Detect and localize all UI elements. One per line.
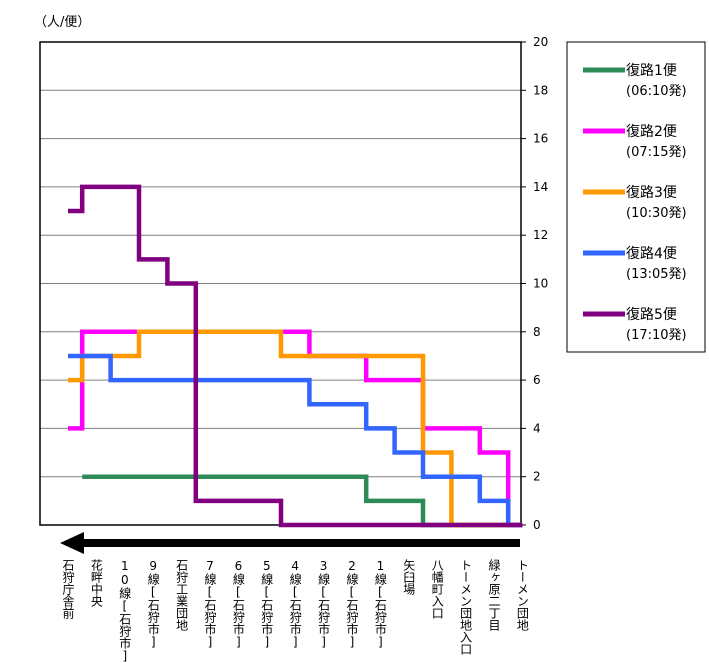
x-tick-label: トーメン団地 [515, 559, 530, 631]
legend-series-time: (17:10発) [626, 328, 687, 343]
x-tick-label: 八幡町入口 [430, 559, 445, 619]
x-tick-label: 5線[石狩市] [259, 559, 274, 649]
x-tick-label: 9線[石狩市] [146, 559, 161, 649]
legend-series-name: 復路2便 [626, 123, 677, 140]
legend-series-name: 復路1便 [626, 62, 677, 79]
x-tick-label: 1線[石狩市] [373, 559, 388, 649]
gridlines [40, 89, 521, 478]
y-axis-ticks: 0 2 4 6 8 10 12 14 16 18 20 [521, 35, 548, 532]
y-tick-label: 2 [533, 470, 541, 484]
series-line [68, 353, 523, 528]
y-tick-label: 4 [533, 421, 541, 435]
legend-series-time: (13:05発) [626, 267, 687, 282]
series-lines [68, 184, 523, 528]
x-tick-label: 4線[石狩市] [288, 559, 303, 649]
x-tick-label: 3線[石狩市] [316, 559, 331, 649]
y-tick-label: 12 [533, 228, 548, 242]
y-tick-label: 0 [533, 518, 541, 532]
y-tick-label: 10 [533, 277, 548, 291]
x-tick-label: 石狩庁舎前 [61, 559, 75, 619]
legend-series-time: (10:30発) [626, 206, 687, 221]
x-tick-label: トーメン団地入口 [458, 559, 473, 655]
x-tick-label: 7線[石狩市] [203, 559, 217, 649]
legend-series-name: 復路4便 [626, 245, 677, 262]
legend-series-time: (06:10発) [626, 84, 687, 99]
y-tick-label: 20 [533, 35, 548, 49]
x-tick-label: 緑ヶ原二丁目 [487, 559, 501, 631]
x-tick-label: 石狩工業団地 [174, 559, 189, 631]
x-tick-label: 6線[石狩市] [231, 559, 246, 649]
y-tick-label: 8 [533, 325, 541, 339]
series-line [68, 184, 523, 528]
x-tick-label: 花畔中央 [89, 559, 104, 607]
legend-series-name: 復路3便 [626, 184, 677, 201]
x-tick-label: 2線[石狩市] [345, 559, 359, 649]
y-tick-label: 6 [533, 373, 541, 387]
legend-box [566, 41, 706, 353]
legend: 復路1便 (06:10発) 復路2便 (07:15発) 復路3便 (10:30発) 復路4便… [583, 62, 687, 343]
direction-arrow [60, 532, 520, 554]
unit-label: （人/便） [34, 15, 91, 30]
x-tick-label: 10線[石狩市] [117, 559, 132, 663]
y-tick-label: 16 [533, 132, 548, 146]
x-tick-label: 矢臼場 [401, 559, 416, 595]
series-line [82, 474, 523, 528]
legend-series-name: 復路5便 [626, 306, 677, 323]
legend-series-time: (07:15発) [626, 145, 687, 160]
y-tick-label: 18 [533, 83, 548, 97]
y-tick-label: 14 [533, 180, 548, 194]
